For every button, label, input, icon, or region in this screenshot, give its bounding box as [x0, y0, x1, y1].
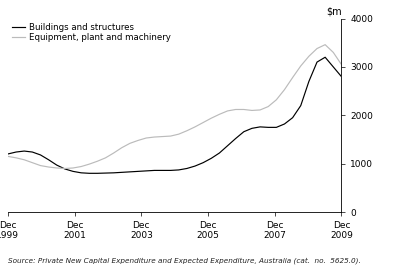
Text: Source: Private New Capital Expenditure and Expected Expenditure, Australia (cat: Source: Private New Capital Expenditure …: [8, 257, 361, 264]
Legend: Buildings and structures, Equipment, plant and machinery: Buildings and structures, Equipment, pla…: [12, 23, 170, 42]
Text: $m: $m: [326, 7, 341, 17]
